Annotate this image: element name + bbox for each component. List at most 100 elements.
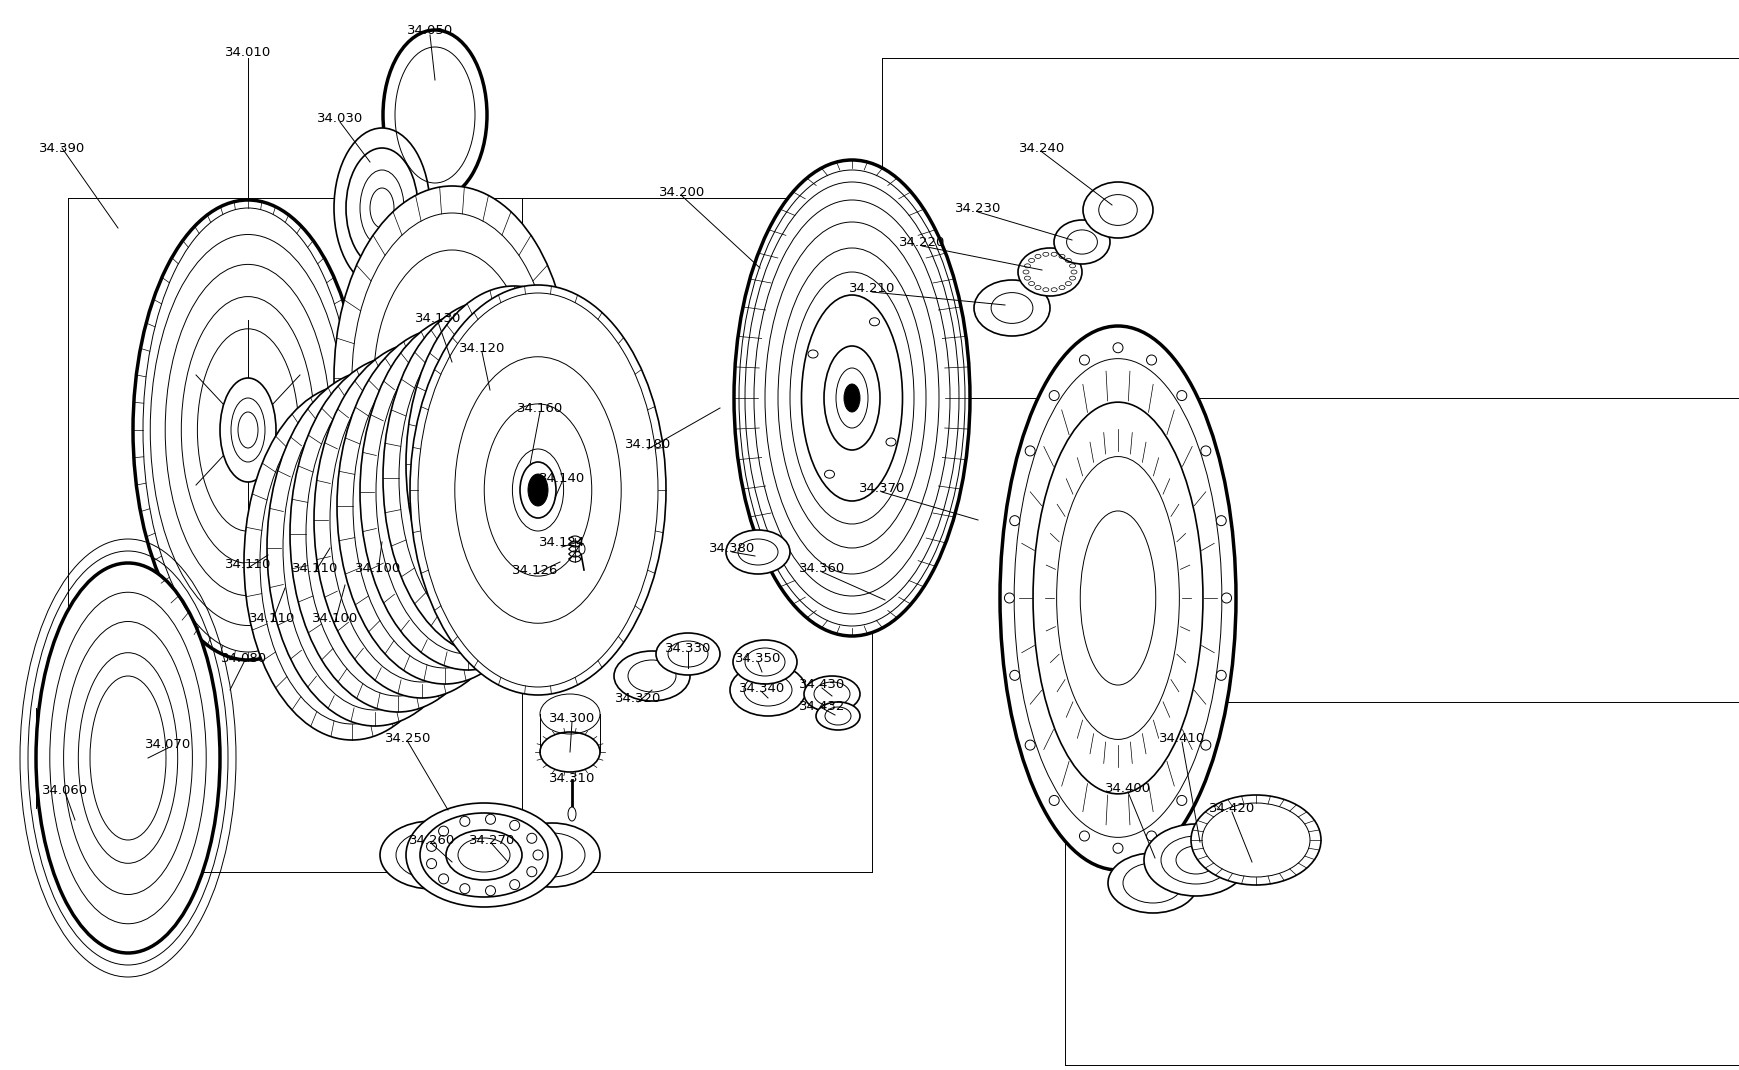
Text: 34.126: 34.126	[511, 564, 558, 577]
Text: 34.260: 34.260	[409, 834, 456, 846]
Text: 34.400: 34.400	[1104, 781, 1151, 795]
Ellipse shape	[1017, 248, 1082, 296]
Text: 34.330: 34.330	[664, 642, 711, 655]
Text: 34.080: 34.080	[221, 652, 266, 664]
Text: 34.300: 34.300	[548, 712, 595, 724]
Circle shape	[1146, 831, 1156, 841]
Ellipse shape	[824, 470, 835, 478]
Circle shape	[1221, 593, 1231, 603]
Circle shape	[1049, 391, 1059, 400]
Text: 34.130: 34.130	[414, 311, 461, 324]
Ellipse shape	[405, 802, 562, 907]
Text: 34.380: 34.380	[708, 541, 755, 554]
Text: 34.230: 34.230	[955, 201, 1000, 214]
Ellipse shape	[885, 438, 896, 446]
Text: 34.420: 34.420	[1209, 801, 1254, 814]
Text: 34.360: 34.360	[798, 562, 845, 575]
Circle shape	[1078, 355, 1089, 365]
Text: 34.200: 34.200	[659, 185, 704, 199]
Ellipse shape	[360, 314, 576, 670]
Circle shape	[1146, 355, 1156, 365]
Text: 34.390: 34.390	[38, 141, 85, 154]
Ellipse shape	[383, 300, 598, 656]
Text: 34.340: 34.340	[739, 682, 784, 694]
Ellipse shape	[266, 370, 483, 727]
Text: 34.110: 34.110	[292, 562, 337, 575]
Circle shape	[527, 867, 537, 876]
Text: 34.370: 34.370	[859, 482, 904, 494]
Circle shape	[438, 826, 449, 836]
Circle shape	[1009, 670, 1019, 681]
Ellipse shape	[974, 280, 1049, 336]
Ellipse shape	[370, 188, 393, 228]
Text: 34.320: 34.320	[614, 691, 661, 704]
Ellipse shape	[843, 384, 859, 412]
Ellipse shape	[579, 544, 584, 554]
Circle shape	[510, 821, 520, 830]
Circle shape	[485, 886, 496, 896]
Text: 34.250: 34.250	[384, 732, 431, 745]
Circle shape	[1216, 516, 1226, 525]
Text: 34.270: 34.270	[468, 834, 515, 846]
Circle shape	[532, 850, 543, 860]
Ellipse shape	[90, 676, 165, 840]
Ellipse shape	[334, 186, 570, 570]
Ellipse shape	[1189, 795, 1320, 885]
Ellipse shape	[539, 732, 600, 771]
Circle shape	[459, 884, 470, 893]
Text: 34.210: 34.210	[849, 281, 894, 294]
Text: 34.240: 34.240	[1019, 141, 1064, 154]
Ellipse shape	[383, 30, 487, 200]
Circle shape	[1176, 795, 1186, 806]
Circle shape	[1216, 670, 1226, 681]
Ellipse shape	[290, 356, 506, 712]
Circle shape	[426, 841, 436, 852]
Ellipse shape	[870, 318, 878, 325]
Ellipse shape	[410, 285, 666, 696]
Text: 34.350: 34.350	[734, 652, 781, 664]
Ellipse shape	[816, 702, 859, 730]
Text: 34.120: 34.120	[459, 341, 504, 354]
Ellipse shape	[238, 412, 257, 448]
Ellipse shape	[1108, 853, 1198, 913]
Ellipse shape	[1143, 824, 1247, 896]
Ellipse shape	[734, 160, 969, 636]
Ellipse shape	[824, 346, 880, 450]
Circle shape	[426, 858, 436, 869]
Ellipse shape	[730, 664, 805, 716]
Text: 34.410: 34.410	[1158, 732, 1205, 745]
Circle shape	[1200, 446, 1210, 456]
Text: 34.180: 34.180	[624, 439, 671, 452]
Circle shape	[1024, 740, 1035, 750]
Ellipse shape	[504, 823, 600, 887]
Circle shape	[527, 834, 537, 843]
Ellipse shape	[313, 342, 530, 698]
Ellipse shape	[614, 651, 690, 701]
Text: 34.124: 34.124	[539, 536, 584, 550]
Ellipse shape	[803, 676, 859, 712]
Circle shape	[510, 880, 520, 889]
Ellipse shape	[732, 640, 796, 684]
Text: 34.140: 34.140	[539, 472, 584, 485]
Ellipse shape	[725, 530, 790, 574]
Ellipse shape	[37, 563, 219, 953]
Ellipse shape	[219, 378, 277, 482]
Circle shape	[1113, 843, 1122, 853]
Text: 34.070: 34.070	[144, 738, 191, 751]
Circle shape	[1024, 446, 1035, 456]
Text: 34.030: 34.030	[316, 111, 363, 124]
Circle shape	[438, 874, 449, 884]
Ellipse shape	[1000, 326, 1235, 870]
Ellipse shape	[405, 286, 621, 642]
Circle shape	[1176, 391, 1186, 400]
Ellipse shape	[567, 807, 576, 821]
Text: 34.110: 34.110	[249, 611, 296, 625]
Ellipse shape	[527, 474, 548, 506]
Ellipse shape	[656, 633, 720, 675]
Ellipse shape	[132, 200, 363, 660]
Circle shape	[1009, 516, 1019, 525]
Text: 34.100: 34.100	[311, 611, 358, 625]
Circle shape	[1049, 795, 1059, 806]
Text: 34.060: 34.060	[42, 783, 89, 796]
Text: 34.430: 34.430	[798, 678, 845, 691]
